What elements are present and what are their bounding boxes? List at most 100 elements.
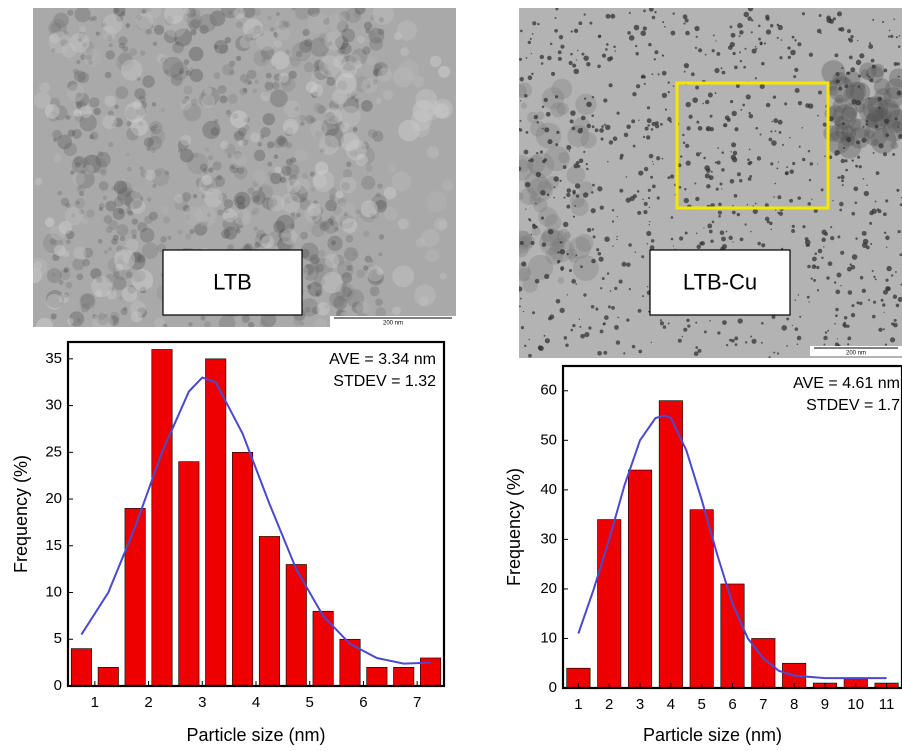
texture [519,100,522,102]
bar [366,667,388,687]
texture [372,130,384,142]
texture [190,29,197,36]
texture [89,97,100,108]
texture [669,174,675,179]
texture [632,91,637,97]
texture [66,317,74,325]
texture [619,188,624,193]
texture [329,221,335,227]
texture [217,85,227,94]
texture [236,166,245,175]
texture [791,324,794,326]
y-tick-label: 30 [540,530,557,547]
texture [780,39,783,41]
texture [271,81,280,90]
texture [680,155,683,158]
texture [116,53,135,72]
texture [278,72,289,83]
texture [339,176,357,194]
texture [814,252,818,256]
texture [591,191,594,194]
texture [277,137,289,148]
texture [773,118,779,124]
texture [370,14,376,21]
annotation: AVE = 3.34 nm [329,351,436,368]
texture [63,268,68,273]
texture [257,142,262,147]
texture [351,48,368,65]
texture [102,195,107,200]
texture [273,73,282,82]
texture [845,136,852,143]
texture [573,68,580,75]
y-tick-label: 10 [45,583,62,600]
y-tick-label: 0 [549,679,557,696]
texture [53,153,62,163]
texture [678,186,682,189]
texture [541,242,547,247]
texture [861,137,867,143]
texture [412,119,430,138]
texture [126,127,140,141]
texture [294,148,308,162]
texture [79,113,97,132]
texture [339,10,351,23]
texture [811,264,817,270]
texture [845,81,866,102]
texture [869,78,874,83]
texture [89,131,99,140]
texture [521,261,527,267]
texture [231,165,236,170]
texture [519,263,531,282]
texture [84,164,94,175]
texture [360,200,378,218]
texture [286,179,301,194]
texture [721,188,723,190]
texture [823,343,826,346]
texture [711,220,715,224]
texture [853,186,859,192]
texture [118,296,123,301]
texture [340,132,360,152]
texture [206,100,213,106]
texture [602,323,605,326]
texture [578,181,593,196]
texture [359,310,364,315]
texture [79,293,96,310]
x-tick-label: 2 [144,694,152,711]
texture [230,110,248,128]
bar [178,461,200,687]
texture [731,110,737,117]
texture [575,93,597,115]
texture [667,90,670,94]
texture [278,228,292,242]
texture [878,327,883,332]
texture [353,251,358,257]
texture [570,52,573,56]
texture [787,55,792,60]
texture [885,133,890,137]
texture [835,307,839,312]
texture [335,282,355,302]
texture [527,40,532,45]
bar [97,667,119,687]
texture [857,39,859,42]
texture [710,239,714,244]
texture [575,160,580,165]
texture [167,15,175,23]
texture [858,74,862,78]
texture [694,46,698,50]
texture [345,8,362,23]
texture [131,127,139,135]
texture [896,90,902,96]
texture [267,161,273,167]
texture [295,50,303,58]
texture [777,211,780,215]
texture [528,176,553,202]
texture [559,179,562,182]
texture [851,254,858,260]
texture [160,236,167,243]
texture [71,130,76,135]
texture [871,269,874,273]
texture [78,31,86,39]
